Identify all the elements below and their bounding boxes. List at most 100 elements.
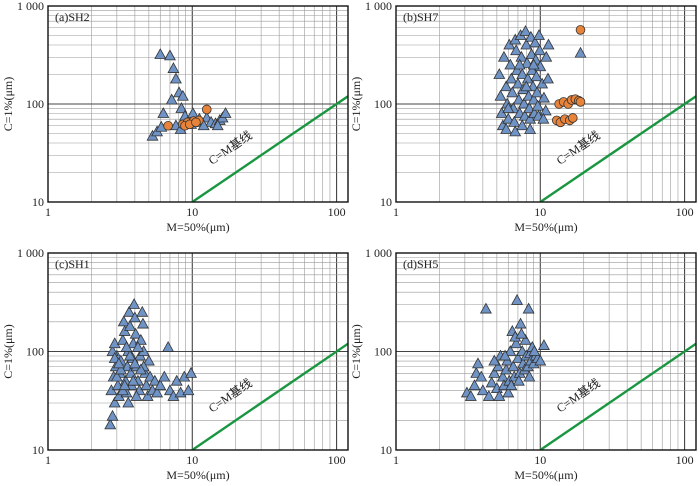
data-point-triangle bbox=[513, 58, 526, 70]
y-axis-label: C=1%(μm) bbox=[349, 324, 363, 379]
data-point-triangle bbox=[519, 333, 532, 345]
data-point-triangle bbox=[122, 396, 135, 408]
data-point-triangle bbox=[176, 89, 189, 101]
data-point-triangle bbox=[522, 302, 535, 314]
data-point-circle bbox=[575, 25, 586, 35]
data-point-triangle bbox=[524, 123, 537, 134]
data-point-triangle bbox=[154, 48, 167, 59]
data-point-triangle bbox=[519, 25, 532, 36]
y-axis-label: C=1%(μm) bbox=[349, 77, 363, 132]
baseline-line bbox=[191, 95, 348, 202]
data-point-triangle bbox=[108, 337, 121, 349]
data-point-triangle bbox=[128, 357, 141, 369]
data-point-triangle bbox=[494, 89, 507, 101]
data-point-circle bbox=[191, 117, 201, 128]
data-point-triangle bbox=[488, 354, 501, 366]
grid-lines bbox=[396, 6, 696, 202]
y-tick-label: 1 000 bbox=[17, 0, 44, 13]
data-point-triangle bbox=[533, 44, 546, 56]
data-points bbox=[104, 298, 198, 430]
grid-lines bbox=[396, 253, 696, 450]
data-point-circle bbox=[163, 120, 173, 131]
data-point-circle bbox=[201, 104, 212, 115]
data-point-triangle bbox=[169, 72, 182, 84]
data-point-triangle bbox=[515, 327, 528, 339]
data-point-triangle bbox=[537, 112, 550, 124]
data-point-triangle bbox=[499, 349, 512, 361]
panel-label: (a)SH2 bbox=[55, 10, 90, 24]
plot-frame bbox=[395, 5, 697, 203]
data-point-triangle bbox=[504, 58, 517, 70]
x-tick-label: 1 bbox=[45, 205, 51, 219]
data-point-triangle bbox=[521, 56, 534, 68]
y-tick-label: 10 bbox=[380, 443, 392, 457]
data-point-triangle bbox=[510, 44, 523, 56]
data-point-triangle bbox=[136, 305, 149, 317]
baseline-line bbox=[539, 95, 696, 202]
plot-frame bbox=[47, 5, 349, 203]
grid-lines bbox=[48, 253, 348, 450]
data-point-triangle bbox=[516, 119, 529, 131]
data-points bbox=[146, 48, 232, 141]
y-tick-label: 10 bbox=[32, 195, 44, 209]
data-point-triangle bbox=[523, 370, 536, 382]
data-point-triangle bbox=[120, 340, 133, 352]
x-tick-label: 100 bbox=[676, 453, 694, 467]
y-tick-label: 1 000 bbox=[365, 246, 392, 260]
data-point-triangle bbox=[512, 93, 525, 105]
data-point-triangle bbox=[516, 68, 529, 79]
data-point-triangle bbox=[541, 72, 554, 84]
data-point-triangle bbox=[130, 389, 143, 401]
data-point-triangle bbox=[527, 58, 540, 70]
data-point-triangle bbox=[104, 418, 117, 430]
data-point-triangle bbox=[510, 337, 523, 349]
data-point-triangle bbox=[507, 360, 520, 372]
data-point-triangle bbox=[531, 99, 544, 111]
data-points bbox=[493, 25, 587, 137]
data-point-triangle bbox=[471, 357, 484, 369]
data-point-triangle bbox=[529, 36, 542, 48]
data-point-triangle bbox=[485, 376, 498, 388]
plot-frame bbox=[47, 252, 349, 451]
data-point-triangle bbox=[531, 86, 544, 98]
data-point-triangle bbox=[497, 50, 510, 62]
y-axis-label: C=1%(μm) bbox=[1, 77, 15, 132]
data-point-triangle bbox=[527, 93, 540, 105]
data-point-triangle bbox=[110, 370, 123, 382]
data-point-triangle bbox=[158, 370, 171, 382]
data-point-triangle bbox=[219, 107, 232, 118]
data-point-triangle bbox=[533, 29, 546, 40]
data-point-triangle bbox=[506, 86, 519, 98]
x-tick-label: 10 bbox=[186, 453, 198, 467]
data-point-triangle bbox=[521, 72, 534, 84]
x-tick-label: 100 bbox=[676, 205, 694, 219]
y-tick-label: 100 bbox=[26, 345, 44, 359]
data-point-triangle bbox=[211, 119, 224, 131]
data-point-triangle bbox=[114, 363, 127, 375]
data-point-triangle bbox=[525, 48, 538, 59]
data-point-triangle bbox=[108, 396, 121, 408]
data-point-triangle bbox=[140, 379, 153, 391]
x-tick-label: 10 bbox=[186, 205, 198, 219]
x-axis-label: M=50%(μm) bbox=[166, 468, 229, 482]
data-point-triangle bbox=[511, 77, 524, 89]
y-tick-label: 100 bbox=[374, 97, 392, 111]
data-point-triangle bbox=[504, 345, 517, 356]
panel-label: (c)SH1 bbox=[55, 257, 90, 271]
data-point-triangle bbox=[492, 360, 505, 372]
data-point-triangle bbox=[526, 64, 539, 75]
y-tick-label: 100 bbox=[26, 97, 44, 111]
x-tick-label: 10 bbox=[534, 205, 546, 219]
data-point-triangle bbox=[117, 315, 130, 327]
data-point-triangle bbox=[129, 327, 142, 339]
data-point-triangle bbox=[502, 112, 515, 124]
data-point-triangle bbox=[468, 379, 481, 391]
data-point-triangle bbox=[116, 333, 129, 345]
data-point-triangle bbox=[134, 363, 147, 375]
data-point-triangle bbox=[167, 62, 180, 73]
data-point-triangle bbox=[131, 340, 144, 352]
y-axis-label: C=1%(μm) bbox=[1, 324, 15, 379]
data-point-circle bbox=[567, 113, 578, 123]
